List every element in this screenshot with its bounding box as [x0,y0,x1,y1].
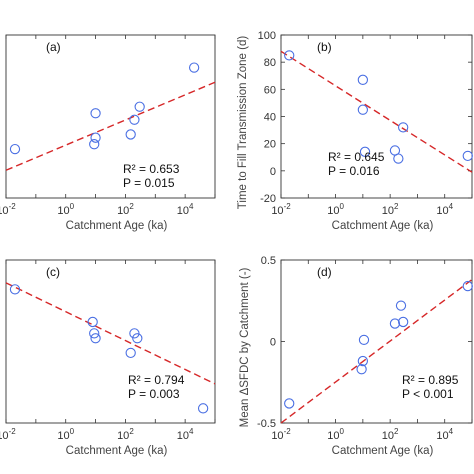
x-tick-label: 10-2 [0,427,16,442]
data-point [90,108,101,119]
data-point [284,50,295,61]
y-tick-label: 100 [258,30,276,42]
y-tick-label: 80 [264,57,276,69]
p-value-label: P < 0.001 [402,387,454,401]
data-point [398,316,409,328]
p-value-label: P = 0.003 [128,387,180,401]
data-point [357,74,369,85]
x-tick-label: 10-2 [271,202,291,217]
r-squared-label: R² = 0.794 [128,373,185,387]
panel-label: (c) [46,265,60,279]
x-tick-label: 102 [382,427,399,442]
data-point [90,132,101,143]
data-point [188,62,200,73]
regression-line [280,279,473,424]
data-point [9,284,21,295]
y-tick-label: 0 [270,166,276,178]
data-point [359,146,371,157]
data-point [462,280,473,292]
y-tick-label: 60 [264,84,276,96]
x-tick-label: 104 [436,427,453,442]
data-point [284,398,295,409]
data-point [89,328,100,339]
data-point [393,153,404,164]
data-point [398,122,409,133]
regression-line [280,50,473,173]
y-tick-label: -0.5 [257,418,276,430]
x-axis-label: Catchment Age (ka) [66,220,168,232]
r-squared-label: R² = 0.645 [328,150,385,164]
axes-box [5,34,216,199]
x-tick-label: 100 [57,427,74,442]
r-squared-label: R² = 0.653 [123,162,180,176]
x-tick-label: 102 [382,202,399,217]
data-point [357,355,369,367]
data-point [389,318,401,329]
panel-b: 10-2 100 102 104 -20 0 20 40 60 80 100 (b) R² = 0.64… [237,30,473,232]
y-tick-label: 20 [264,139,276,151]
x-tick-label: 10-2 [271,427,291,442]
data-point [90,333,101,344]
y-axis-label: Mean ΔSFDC by Catchment (-) [239,267,251,427]
y-tick-label: 40 [264,112,276,124]
data-point [462,150,473,162]
data-point [132,333,143,344]
x-axis-label: Catchment Age (ka) [332,220,434,232]
panel-label: (d) [317,265,332,279]
data-point [395,300,407,311]
data-point [129,328,140,339]
data-point [125,347,136,359]
x-tick-label: 100 [57,202,74,217]
x-tick-label: 104 [177,427,194,442]
data-point [358,334,370,346]
data-point [125,129,136,140]
x-tick-label: 10-2 [0,202,16,217]
y-tick-label: 0.5 [261,255,276,267]
r-squared-label: R² = 0.895 [402,373,459,387]
x-axis-label: Catchment Age (ka) [66,445,168,457]
p-value-label: P = 0.015 [123,176,175,190]
y-axis-label: Time to Fill Transmission Zone (d) [237,36,249,210]
data-point [356,364,367,375]
p-value-label: P = 0.016 [328,164,380,178]
data-point [357,104,369,115]
panel-label: (b) [317,40,332,54]
x-tick-label: 100 [327,427,344,442]
x-tick-label: 102 [117,202,134,217]
data-point [134,101,145,112]
x-tick-label: 102 [117,427,134,442]
y-tick-label: 0 [270,337,276,349]
axes-box [5,259,216,424]
data-point [89,139,100,150]
panel-label: (a) [46,40,61,54]
x-tick-label: 104 [436,202,453,217]
data-point [9,143,21,155]
data-point [129,114,140,125]
y-tick-label: -20 [260,193,276,205]
regression-line [5,81,216,171]
data-point [197,403,209,414]
x-axis-label: Catchment Age (ka) [332,445,434,457]
regression-line [5,282,216,385]
x-tick-label: 100 [327,202,344,217]
data-point [87,316,98,328]
x-tick-label: 104 [177,202,194,217]
